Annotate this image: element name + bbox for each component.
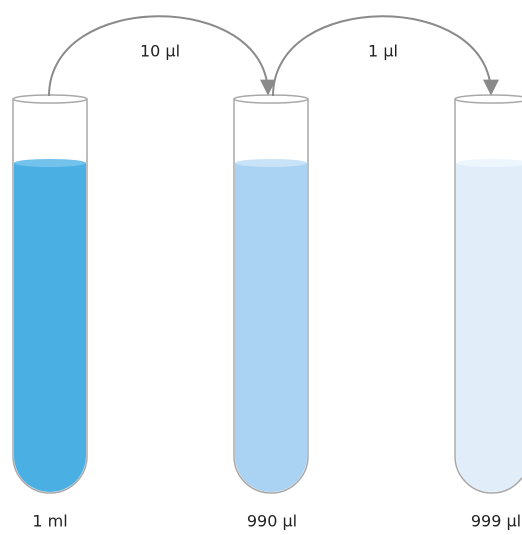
transfer-label: 1 μl	[368, 42, 398, 61]
tube-label: 990 μl	[247, 512, 297, 531]
tube-label: 999 μl	[471, 512, 521, 531]
tube-label: 1 ml	[32, 512, 67, 531]
dilution-diagram: 10 μl 1 μl 1 ml 990 μl 999 μl	[0, 0, 522, 535]
tube	[455, 95, 522, 493]
tube	[234, 95, 308, 493]
tube	[13, 95, 87, 493]
transfer-label: 10 μl	[140, 42, 180, 61]
